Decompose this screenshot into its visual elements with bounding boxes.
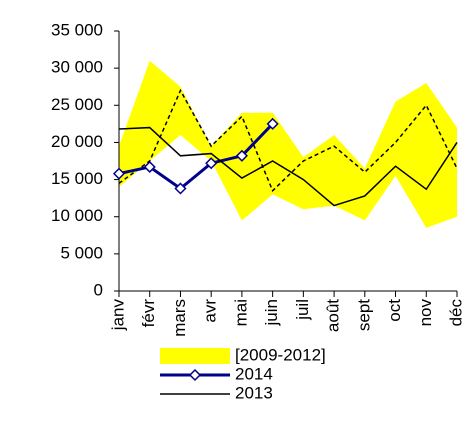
x-tick-label: déc [446, 299, 465, 327]
point-marker [143, 160, 156, 174]
legend-label: 2013 [235, 383, 273, 402]
x-tick-label: sept [354, 299, 373, 331]
x-tick-label: juil [293, 299, 312, 321]
point-marker [174, 182, 187, 195]
y-tick-label: 35 000 [51, 20, 103, 39]
legend-label: [2009-2012] [235, 345, 326, 364]
x-tick-label: mars [170, 299, 189, 337]
series-line [118, 126, 458, 207]
series-line [118, 88, 458, 193]
legend-marker [188, 368, 202, 382]
x-tick-label: mai [231, 299, 250, 326]
y-tick-label: 25 000 [51, 95, 103, 114]
point-marker [205, 157, 218, 170]
point-marker [235, 149, 248, 162]
x-tick-label: févr [139, 299, 158, 328]
y-tick-label: 20 000 [51, 132, 103, 151]
y-tick-label: 0 [94, 280, 103, 299]
series-line [118, 122, 274, 191]
x-tick-label: janv [108, 299, 127, 332]
y-tick-label: 5 000 [60, 243, 103, 262]
legend-label: 2014 [235, 364, 273, 383]
x-tick-label: août [324, 299, 343, 332]
point-marker [112, 167, 126, 180]
y-tick-label: 15 000 [51, 169, 103, 188]
band-area [119, 60, 457, 228]
x-tick-label: juin [262, 299, 281, 326]
y-tick-label: 30 000 [51, 58, 103, 77]
y-tick-label: 10 000 [51, 206, 103, 225]
x-tick-label: oct [385, 299, 404, 322]
point-marker [266, 117, 279, 130]
x-tick-label: nov [416, 299, 435, 327]
x-tick-label: avr [201, 299, 220, 323]
legend-swatch [160, 348, 230, 364]
